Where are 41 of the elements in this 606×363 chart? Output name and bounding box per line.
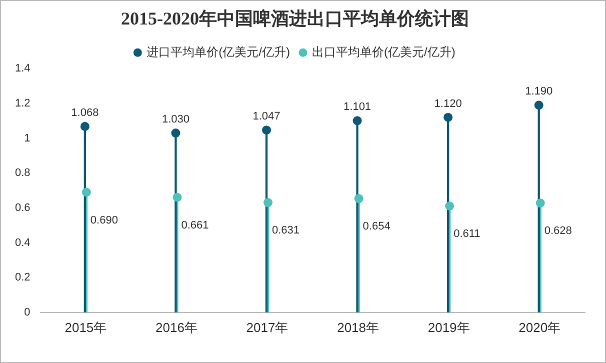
y-tick-label: 0 — [24, 306, 30, 318]
point — [82, 188, 91, 197]
data-label: 0.690 — [90, 214, 118, 226]
data-label: 0.661 — [181, 219, 209, 232]
point — [354, 194, 364, 204]
point — [80, 122, 90, 131]
data-label: 1.120 — [434, 98, 462, 110]
point — [172, 192, 182, 202]
point — [352, 116, 362, 126]
point — [536, 198, 545, 208]
chart-title: 2015-2020年中国啤酒进出口平均单价统计图 — [121, 8, 469, 28]
data-label: 0.628 — [544, 225, 572, 238]
point — [445, 202, 454, 210]
point — [171, 128, 180, 138]
x-tick-label: 2016年 — [156, 320, 198, 335]
x-tick-label: 2015年 — [64, 320, 107, 335]
y-tick-label: 0.4 — [14, 236, 30, 249]
point — [262, 126, 272, 135]
legend-label: 出口平均单价(亿美元/亿升) — [312, 44, 456, 59]
point — [444, 112, 453, 122]
x-tick-label: 2020年 — [518, 320, 561, 335]
y-tick-label: 0.2 — [14, 272, 30, 284]
data-label: 1.068 — [71, 106, 99, 119]
data-label: 0.611 — [454, 228, 480, 240]
y-tick-label: 1.4 — [14, 62, 30, 75]
x-tick-label: 2017年 — [246, 320, 288, 335]
data-label: 0.631 — [272, 224, 300, 237]
y-tick-label: 0.8 — [14, 167, 30, 180]
x-tick-label: 2019年 — [428, 320, 470, 335]
data-label: 1.047 — [252, 110, 280, 123]
y-tick-label: 1 — [24, 132, 30, 144]
x-tick-label: 2018年 — [337, 320, 379, 335]
data-label: 1.101 — [344, 101, 372, 114]
data-label: 0.654 — [362, 220, 390, 233]
point — [264, 198, 273, 208]
y-tick-label: 1.2 — [14, 97, 30, 110]
data-label: 1.190 — [525, 86, 553, 98]
legend-label: 进口平均单价(亿美元/亿升) — [146, 44, 290, 59]
y-tick-label: 0.6 — [14, 202, 30, 214]
point — [534, 100, 544, 110]
data-label: 1.030 — [162, 114, 190, 126]
